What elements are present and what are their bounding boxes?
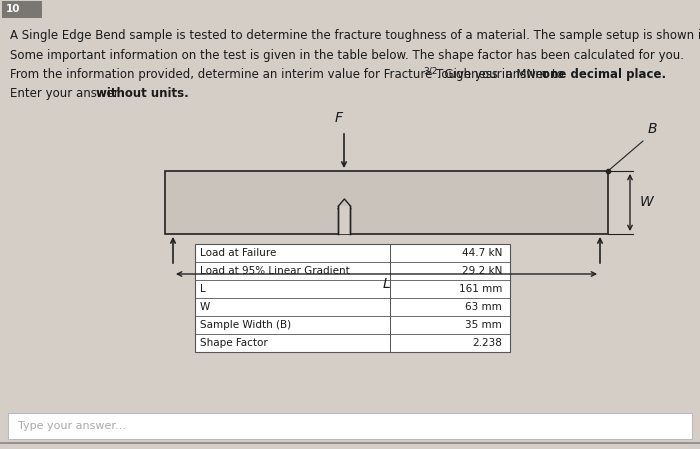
Text: Shape Factor: Shape Factor	[200, 338, 267, 348]
Text: Load at Failure: Load at Failure	[200, 248, 276, 258]
Bar	[338, 206, 351, 234]
Text: Some important information on the test is given in the table below. The shape fa: Some important information on the test i…	[10, 49, 684, 62]
Bar	[165, 171, 608, 234]
Text: From the information provided, determine an interim value for Fracture Toughness: From the information provided, determine…	[10, 68, 547, 81]
Text: L: L	[200, 284, 206, 294]
Text: 10: 10	[6, 4, 20, 14]
Text: 3/2: 3/2	[424, 66, 438, 75]
Bar	[195, 244, 510, 352]
Text: Load at 95% Linear Gradient: Load at 95% Linear Gradient	[200, 266, 350, 276]
Text: B: B	[648, 122, 657, 136]
Text: one decimal place.: one decimal place.	[542, 68, 666, 81]
Text: 63 mm: 63 mm	[466, 302, 502, 312]
Bar	[2, 1, 42, 18]
Text: L: L	[383, 277, 391, 291]
Text: 161 mm: 161 mm	[458, 284, 502, 294]
Text: F: F	[335, 111, 343, 125]
Text: W: W	[200, 302, 210, 312]
Text: Enter your answer: Enter your answer	[10, 87, 122, 100]
Bar	[8, 413, 692, 439]
Text: 35 mm: 35 mm	[466, 320, 502, 330]
Text: without units.: without units.	[95, 87, 188, 100]
Text: . Give your answer to: . Give your answer to	[438, 68, 568, 81]
Text: A Single Edge Bend sample is tested to determine the fracture toughness of a mat: A Single Edge Bend sample is tested to d…	[10, 29, 700, 42]
Text: Sample Width (B): Sample Width (B)	[200, 320, 291, 330]
Text: Type your answer...: Type your answer...	[18, 421, 126, 431]
Text: W: W	[640, 195, 654, 210]
Text: 44.7 kN: 44.7 kN	[461, 248, 502, 258]
Text: 29.2 kN: 29.2 kN	[461, 266, 502, 276]
Text: 2.238: 2.238	[472, 338, 502, 348]
